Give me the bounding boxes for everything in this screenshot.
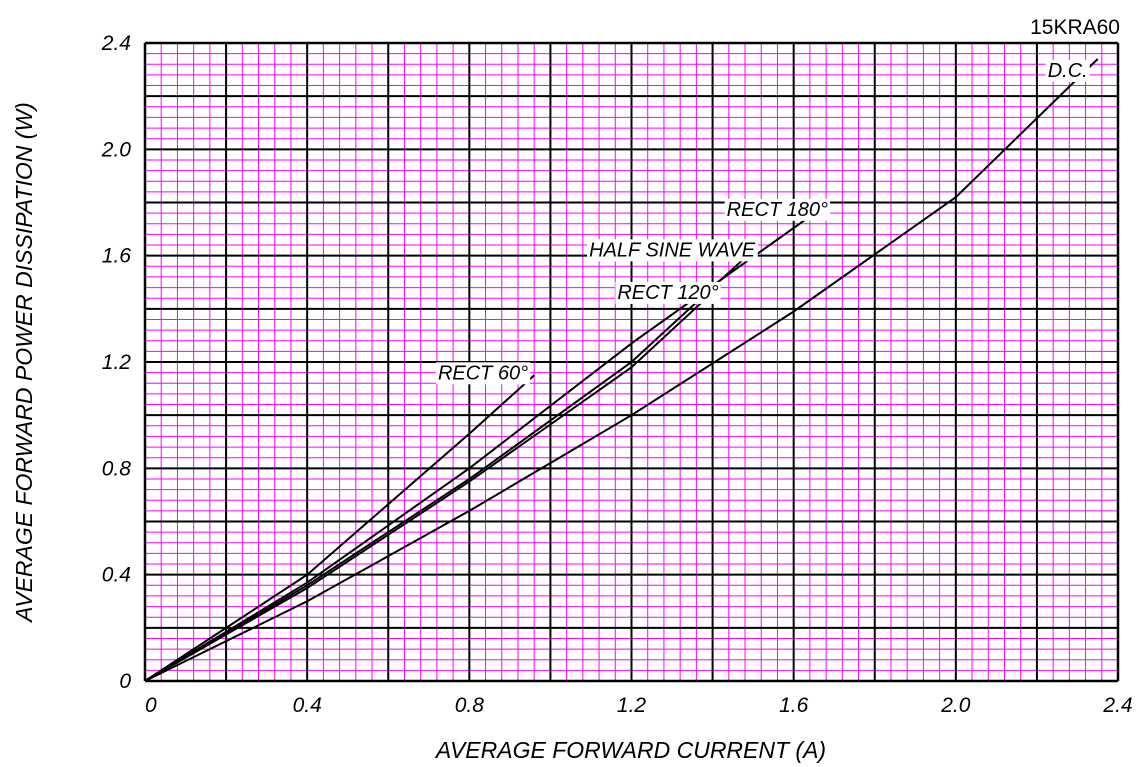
series-line-1 xyxy=(144,284,722,682)
x-tick-label: 0.8 xyxy=(455,694,485,717)
x-tick-label: 0.4 xyxy=(293,694,322,717)
y-tick-label: 0 xyxy=(119,670,131,693)
curve-label-1: RECT 120° xyxy=(617,282,718,304)
series-line-0 xyxy=(144,58,1099,682)
x-tick-label: 0 xyxy=(145,694,157,717)
curve-label-bg-3 xyxy=(724,198,831,221)
grid xyxy=(143,41,1120,683)
curve-label-0: D.C. xyxy=(1048,60,1088,82)
x-tick-label: 1.6 xyxy=(779,694,809,717)
x-tick-label: 1.2 xyxy=(617,694,647,717)
y-tick-label: 1.6 xyxy=(102,245,132,268)
y-axis-title: AVERAGE FORWARD POWER DISSIPATION (W) xyxy=(11,102,37,624)
y-tick-label: 0.8 xyxy=(102,457,132,480)
x-tick-label: 2.0 xyxy=(940,694,971,717)
curve-label-4: RECT 60° xyxy=(438,362,528,384)
x-tick-label: 2.4 xyxy=(1102,694,1132,717)
x-tick-labels: 0 0.4 0.8 1.2 1.6 2.0 2.4 xyxy=(145,694,1133,717)
curve-labels: D.C. RECT 120° HALF SINE WAVE RECT 180° RECT… xyxy=(435,59,1090,385)
y-tick-label: 1.2 xyxy=(102,351,132,374)
curve-label-3: RECT 180° xyxy=(727,199,828,221)
y-tick-label: 0.4 xyxy=(102,564,131,587)
series-lines xyxy=(144,58,1099,682)
curve-label-2: HALF SINE WAVE xyxy=(589,239,756,261)
curve-label-bg-4 xyxy=(435,362,531,385)
y-tick-label: 2.4 xyxy=(101,32,131,55)
series-line-4 xyxy=(144,374,535,682)
curve-label-bg-2 xyxy=(587,239,758,262)
curve-label-bg-1 xyxy=(615,281,721,304)
series-line-2 xyxy=(144,249,754,682)
curve-label-bg-0 xyxy=(1045,59,1090,82)
y-tick-labels: 0 0.4 0.8 1.2 1.6 2.0 2.4 xyxy=(101,32,132,693)
x-axis-title: AVERAGE FORWARD CURRENT (A) xyxy=(434,737,826,763)
y-tick-label: 2.0 xyxy=(101,138,132,161)
part-number: 15KRA60 xyxy=(1030,16,1120,39)
